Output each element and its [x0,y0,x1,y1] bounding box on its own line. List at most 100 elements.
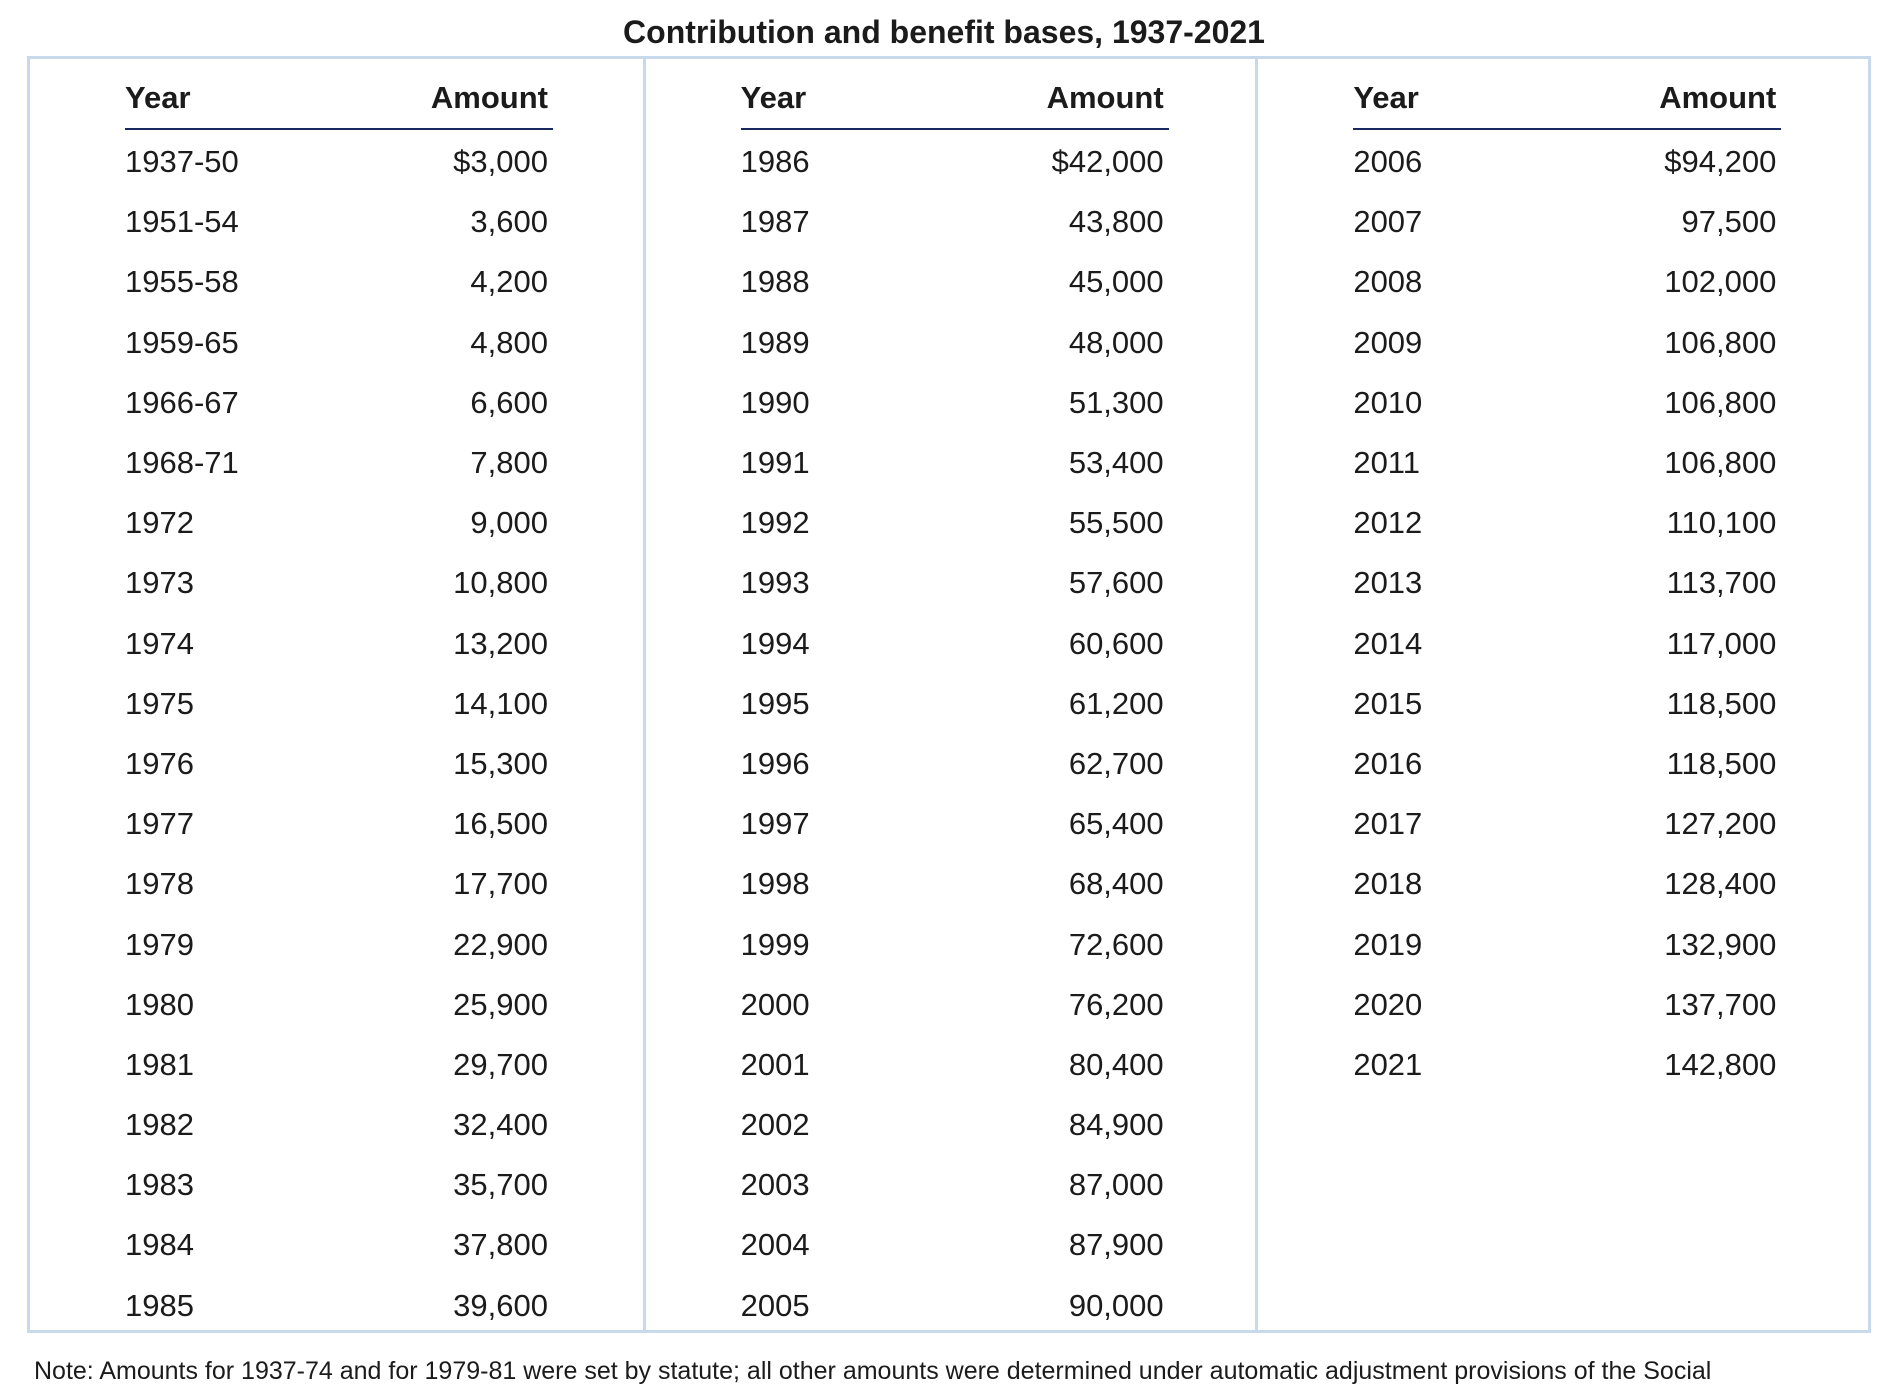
year-cell: 2016 [1353,745,1423,781]
year-cell: 2003 [740,1167,810,1203]
amount-cell: 110,100 [1666,505,1777,541]
year-cell: 1984 [125,1227,194,1263]
table-row: 1990 51,300 [741,373,1169,433]
year-cell: 1981 [125,1046,194,1082]
table-row: 1993 57,600 [741,553,1169,613]
year-cell: 1994 [740,625,810,661]
year-cell: 1974 [125,625,194,661]
table-row: 2001 80,400 [741,1035,1169,1095]
amount-cell: 9,000 [470,505,548,541]
table-row: 1989 48,000 [741,313,1169,373]
table-row: 2002 84,900 [741,1095,1169,1155]
amount-cell: 60,600 [1068,625,1164,661]
year-cell: 1992 [740,505,810,541]
year-cell: 1976 [125,745,194,781]
amount-cell: 57,600 [1068,565,1164,601]
amount-cell: 17,700 [453,866,548,902]
amount-cell: 106,800 [1664,445,1777,481]
year-cell: 2007 [1353,204,1423,240]
year-cell: 1977 [125,806,194,842]
amount-cell: 118,500 [1666,745,1777,781]
amount-cell: $42,000 [1051,144,1164,180]
year-cell: 2020 [1353,986,1423,1022]
table-row: 2020 137,700 [1353,975,1781,1035]
table-row: 1980 25,900 [125,975,553,1035]
year-cell: 1951-54 [125,204,239,240]
table-row: 2007 97,500 [1353,192,1781,252]
amount-cell: 117,000 [1666,625,1777,661]
amount-cell: 35,700 [453,1167,548,1203]
table-row: 1995 61,200 [741,674,1169,734]
year-cell: 2015 [1353,685,1423,721]
year-cell: 1997 [740,806,810,842]
year-cell: 1980 [125,986,194,1022]
table-row: 1979 22,900 [125,914,553,974]
rows-column-3: 2006 $94,200 2007 97,500 2008 102,000 2009 106,… [1353,132,1781,1095]
year-cell: 2014 [1353,625,1423,661]
year-cell: 2021 [1353,1046,1423,1082]
footnote: Note: Amounts for 1937-74 and for 1979-8… [34,1357,1712,1385]
year-cell: 1989 [740,324,810,360]
amount-cell: 97,500 [1681,204,1777,240]
year-cell: 1993 [740,565,810,601]
table-row: 1992 55,500 [741,493,1169,553]
year-cell: 1959-65 [125,324,239,360]
year-cell: 1990 [740,384,810,420]
amount-cell: 14,100 [453,685,548,721]
amount-cell: 127,200 [1664,806,1777,842]
year-cell: 1937-50 [125,144,239,180]
amount-cell: 15,300 [453,745,548,781]
amount-cell: 118,500 [1666,685,1777,721]
amount-cell: 61,200 [1068,685,1164,721]
table-row: 1991 53,400 [741,433,1169,493]
table-row: 2005 90,000 [741,1276,1169,1336]
year-cell: 2005 [740,1287,810,1323]
year-cell: 2009 [1353,324,1423,360]
table-row: 2004 87,900 [741,1215,1169,1275]
table-row: 1988 45,000 [741,252,1169,312]
table-column-3: Year Amount 2006 $94,200 2007 97,500 2008 102… [1255,59,1868,1330]
amount-cell: 128,400 [1664,866,1777,902]
amount-cell: 72,600 [1068,926,1164,962]
amount-header: Amount [430,80,548,115]
year-cell: 2018 [1353,866,1423,902]
table-row: 2017 127,200 [1353,794,1781,854]
table-column-1: Year Amount 1937-50 $3,000 1951-54 3,600 195… [30,59,643,1330]
table-row: 2019 132,900 [1353,914,1781,974]
amount-header: Amount [1659,80,1777,115]
amount-cell: 16,500 [453,806,548,842]
column-header-row: Year Amount [125,59,553,130]
year-cell: 2008 [1353,264,1423,300]
year-header: Year [740,80,807,115]
table-row: 2003 87,000 [741,1155,1169,1215]
amount-cell: 55,500 [1068,505,1164,541]
amount-cell: 6,600 [470,384,548,420]
year-cell: 1998 [740,866,810,902]
table-row: 1974 13,200 [125,614,553,674]
amount-cell: 48,000 [1068,324,1164,360]
year-cell: 1979 [125,926,194,962]
table-row: 2013 113,700 [1353,553,1781,613]
amount-cell: 132,900 [1664,926,1777,962]
table-row: 1951-54 3,600 [125,192,553,252]
table-row: 1972 9,000 [125,493,553,553]
year-cell: 2010 [1353,384,1423,420]
amount-cell: 3,600 [470,204,548,240]
amount-cell: 43,800 [1068,204,1164,240]
amount-cell: 25,900 [453,986,548,1022]
table-row: 1955-58 4,200 [125,252,553,312]
amount-cell: 113,700 [1666,565,1777,601]
amount-cell: 53,400 [1068,445,1164,481]
amount-cell: 80,400 [1068,1046,1164,1082]
amount-cell: 76,200 [1068,986,1164,1022]
table-row: 1994 60,600 [741,614,1169,674]
year-cell: 1999 [740,926,810,962]
table-row: 1975 14,100 [125,674,553,734]
table-row: 1973 10,800 [125,553,553,613]
year-cell: 1987 [740,204,810,240]
table-row: 1968-71 7,800 [125,433,553,493]
bases-table: Year Amount 1937-50 $3,000 1951-54 3,600 195… [27,56,1871,1333]
amount-cell: 29,700 [453,1046,548,1082]
year-cell: 1972 [125,505,194,541]
year-cell: 1985 [125,1287,194,1323]
